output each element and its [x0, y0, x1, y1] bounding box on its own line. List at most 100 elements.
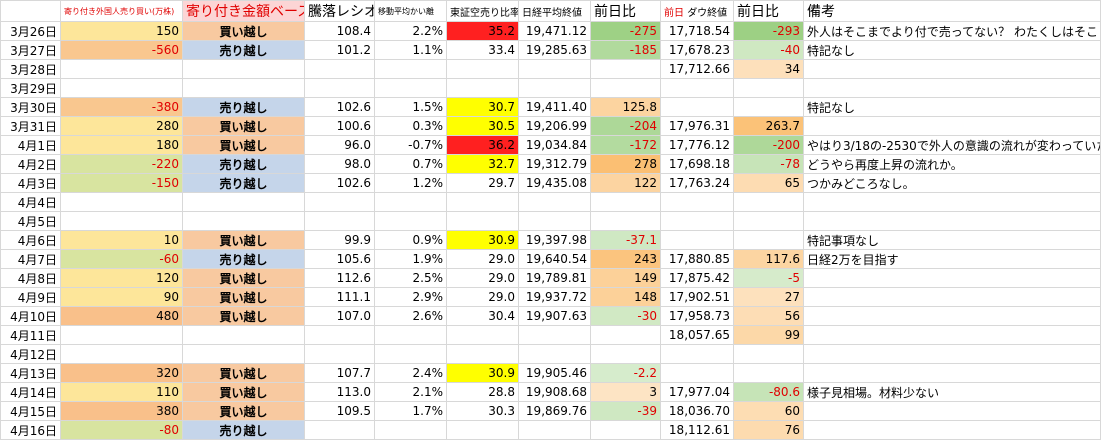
cell: 2.1%: [374, 382, 447, 402]
cell: やはり3/18の-2530で外人の意識の流れが変わっていた: [803, 135, 1101, 155]
cell: 買い越し: [182, 306, 305, 326]
cell: 320: [60, 363, 183, 383]
cell: 4月14日: [0, 382, 61, 402]
cell: 買い越し: [182, 135, 305, 155]
cell: 17,678.23: [660, 40, 734, 60]
row: 4月10日 480 買い越し 107.0 2.6% 30.4 19,907.63 -30 17,…: [0, 306, 1101, 326]
cell: -2.2: [590, 363, 661, 383]
cell: 3月27日: [0, 40, 61, 60]
cell: [733, 363, 804, 383]
cell: 19,471.12: [518, 21, 591, 41]
cell: [803, 306, 1101, 326]
cell: 19,397.98: [518, 230, 591, 250]
cell: 4月6日: [0, 230, 61, 250]
row: 4月6日 10 買い越し 99.9 0.9% 30.9 19,397.98 -37.1 特記事項…: [0, 230, 1101, 250]
cell: 36.2: [446, 135, 519, 155]
cell: 32.7: [446, 154, 519, 174]
cell: 0.3%: [374, 116, 447, 136]
cell: [660, 97, 734, 117]
cell: -60: [60, 249, 183, 269]
cell: -40: [733, 40, 804, 60]
cell: -80.6: [733, 382, 804, 402]
cell: [60, 344, 183, 364]
cell: 19,435.08: [518, 173, 591, 193]
cell: [590, 211, 661, 231]
cell: 19,034.84: [518, 135, 591, 155]
cell: 243: [590, 249, 661, 269]
cell: 34: [733, 59, 804, 79]
cell: [733, 192, 804, 212]
cell: [590, 59, 661, 79]
cell: 117.6: [733, 249, 804, 269]
cell: [660, 344, 734, 364]
cell: 様子見相場。材料少ない: [803, 382, 1101, 402]
row: 4月16日 -80 売り越し 18,112.61 76: [0, 420, 1101, 440]
row: 3月26日 150 買い越し 108.4 2.2% 35.2 19,471.12 -275 17…: [0, 21, 1101, 41]
cell: 30.3: [446, 401, 519, 421]
cell: 4月8日: [0, 268, 61, 288]
cell: 112.6: [304, 268, 375, 288]
cell: 4月13日: [0, 363, 61, 383]
cell: [803, 325, 1101, 345]
cell: 2.4%: [374, 363, 447, 383]
cell: 30.9: [446, 363, 519, 383]
cell: 特記なし: [803, 40, 1101, 60]
cell: 17,712.66: [660, 59, 734, 79]
header-cell: 備考: [803, 0, 1101, 22]
cell: 売り越し: [182, 40, 305, 60]
cell: 65: [733, 173, 804, 193]
cell: 19,640.54: [518, 249, 591, 269]
cell: 特記事項なし: [803, 230, 1101, 250]
cell: [660, 230, 734, 250]
row: 4月15日 380 買い越し 109.5 1.7% 30.3 19,869.76 -39 18,…: [0, 401, 1101, 421]
cell: 19,869.76: [518, 401, 591, 421]
cell: 107.7: [304, 363, 375, 383]
cell: -80: [60, 420, 183, 440]
cell: [803, 287, 1101, 307]
header-cell: 日経平均終値: [518, 0, 591, 22]
cell: 4月15日: [0, 401, 61, 421]
cell: [803, 420, 1101, 440]
cell: [374, 325, 447, 345]
cell: -185: [590, 40, 661, 60]
cell: [374, 420, 447, 440]
cell: 30.7: [446, 97, 519, 117]
cell: 113.0: [304, 382, 375, 402]
cell: [518, 192, 591, 212]
cell: 19,312.79: [518, 154, 591, 174]
cell: 150: [60, 21, 183, 41]
cell: 1.9%: [374, 249, 447, 269]
cell: [182, 192, 305, 212]
cell: 33.4: [446, 40, 519, 60]
cell: 148: [590, 287, 661, 307]
cell: 買い越し: [182, 230, 305, 250]
cell: 280: [60, 116, 183, 136]
cell: -78: [733, 154, 804, 174]
cell: [60, 325, 183, 345]
cell: 4月4日: [0, 192, 61, 212]
cell: 60: [733, 401, 804, 421]
cell: 売り越し: [182, 173, 305, 193]
cell: つかみどころなし。: [803, 173, 1101, 193]
header-cell: 移動平均かい離: [374, 0, 447, 22]
cell: [518, 344, 591, 364]
cell: [590, 192, 661, 212]
cell: [518, 325, 591, 345]
cell: 18,112.61: [660, 420, 734, 440]
cell: [304, 344, 375, 364]
cell: 99.9: [304, 230, 375, 250]
cell: 4月7日: [0, 249, 61, 269]
cell: 2.6%: [374, 306, 447, 326]
cell: [60, 78, 183, 98]
cell: 1.5%: [374, 97, 447, 117]
header-cell: 前日 ダウ終値: [660, 0, 734, 22]
cell: 特記なし: [803, 97, 1101, 117]
cell: 99: [733, 325, 804, 345]
cell: 4月9日: [0, 287, 61, 307]
cell: 30.9: [446, 230, 519, 250]
cell: 1.1%: [374, 40, 447, 60]
cell: 76: [733, 420, 804, 440]
cell: 日経2万を目指す: [803, 249, 1101, 269]
cell: 4月1日: [0, 135, 61, 155]
